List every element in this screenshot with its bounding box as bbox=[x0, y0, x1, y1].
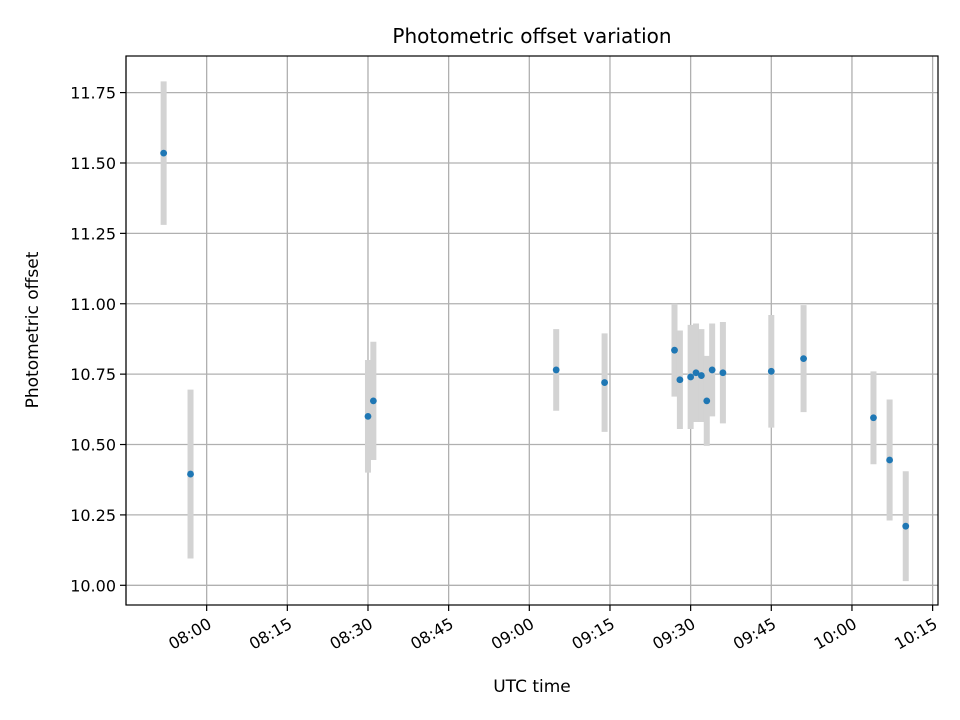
x-tick-label: 09:15 bbox=[569, 614, 618, 654]
y-tick-label: 10.25 bbox=[70, 506, 116, 525]
data-point bbox=[697, 372, 705, 379]
y-tick-label: 10.00 bbox=[70, 576, 116, 595]
x-tick-label: 08:00 bbox=[165, 614, 214, 654]
chart-title: Photometric offset variation bbox=[392, 24, 671, 48]
x-tick-label: 10:00 bbox=[811, 614, 860, 654]
data-point bbox=[692, 369, 700, 377]
data-point bbox=[552, 366, 560, 374]
grid bbox=[125, 56, 938, 605]
plot-area-frame bbox=[125, 55, 939, 606]
data-points bbox=[160, 149, 910, 530]
data-point bbox=[187, 470, 194, 478]
data-point bbox=[160, 149, 168, 157]
y-tick-label: 10.75 bbox=[70, 365, 116, 384]
x-tick-label: 08:30 bbox=[327, 614, 376, 654]
y-axis-ticks: 10.00 10.25 10.50 10.75 11.00 11.25 11.50 11.75 bbox=[70, 84, 126, 595]
data-point bbox=[719, 369, 727, 377]
data-point bbox=[767, 367, 775, 375]
y-tick-label: 11.00 bbox=[70, 295, 116, 314]
y-tick-label: 10.50 bbox=[70, 436, 116, 455]
y-tick-label: 11.50 bbox=[70, 154, 116, 173]
data-point bbox=[687, 373, 695, 381]
data-point bbox=[703, 397, 711, 405]
y-tick-label: 11.75 bbox=[70, 84, 116, 103]
error-bars bbox=[160, 81, 909, 582]
data-point bbox=[671, 346, 678, 354]
y-axis-label: Photometric offset bbox=[23, 251, 43, 408]
data-point bbox=[708, 366, 716, 374]
data-point bbox=[800, 355, 807, 363]
y-tick-label: 11.25 bbox=[70, 224, 116, 243]
data-point bbox=[676, 376, 684, 384]
x-tick-label: 09:45 bbox=[730, 614, 779, 654]
data-point bbox=[601, 379, 608, 386]
x-axis-label: UTC time bbox=[493, 677, 571, 697]
x-tick-label: 10:15 bbox=[891, 614, 940, 654]
data-point bbox=[886, 456, 894, 464]
data-point bbox=[369, 397, 377, 405]
data-point bbox=[364, 412, 372, 420]
x-tick-label: 09:00 bbox=[488, 614, 537, 654]
x-tick-label: 09:30 bbox=[649, 614, 698, 654]
x-axis-ticks: 08:00 08:15 08:30 08:45 09:00 09:15 09:30 09:45… bbox=[165, 605, 941, 654]
x-tick-label: 08:15 bbox=[246, 614, 295, 654]
x-tick-label: 08:45 bbox=[407, 614, 456, 654]
data-point bbox=[902, 522, 910, 530]
data-point bbox=[870, 414, 877, 422]
